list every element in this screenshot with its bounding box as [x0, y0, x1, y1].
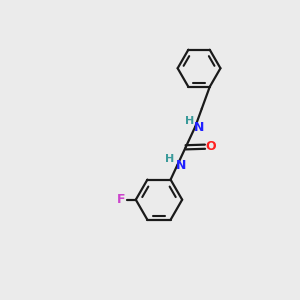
Text: H: H — [165, 154, 174, 164]
Text: F: F — [117, 193, 125, 206]
Text: N: N — [176, 159, 186, 172]
Text: O: O — [206, 140, 216, 153]
Text: H: H — [184, 116, 194, 126]
Text: N: N — [194, 121, 204, 134]
